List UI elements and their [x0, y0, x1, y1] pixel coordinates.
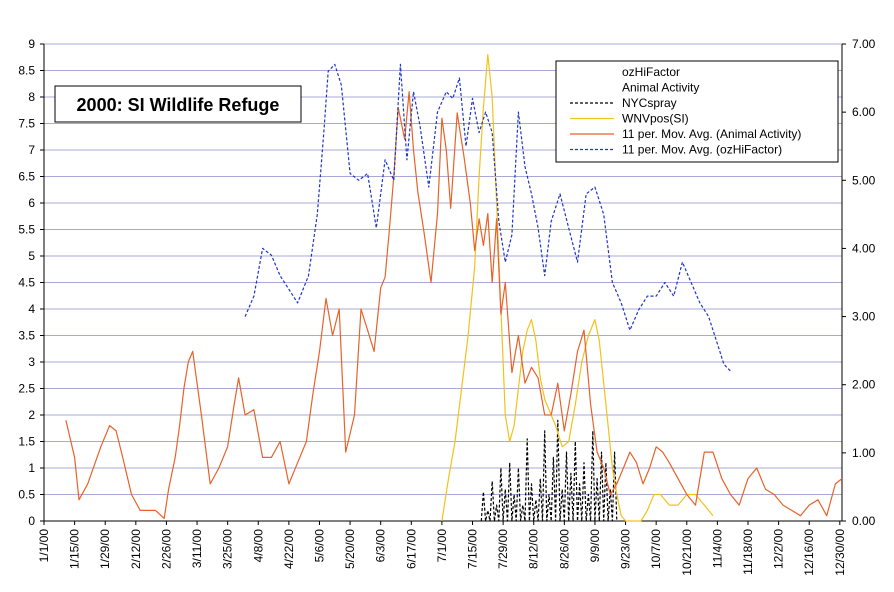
x-tick-label: 1/29/00 — [98, 529, 112, 569]
x-tick-label: 4/22/00 — [282, 529, 296, 569]
chart-title-box: 2000: SI Wildlife Refuge — [54, 85, 302, 123]
y2-tick-label: 5.00 — [852, 173, 876, 187]
y2-tick-label: 4.00 — [852, 241, 876, 255]
x-tick-label: 8/26/00 — [557, 529, 571, 569]
x-tick-label: 11/18/00 — [741, 529, 755, 575]
title-frame — [54, 85, 302, 123]
series-line-1 — [441, 53, 714, 522]
y-tick-label: 0 — [28, 514, 35, 528]
x-tick-label: 7/15/00 — [466, 529, 480, 569]
left-axis-ticks: 0 0.5 1 1.5 2 2.5 3 3.5 4 4.5 5 5.5 6 6.5 7 7.5 8 8.5 9 — [18, 37, 44, 528]
x-axis-ticks: 1/1/00 1/15/00 1/29/00 2/12/00 2/26/00 3/11/0… — [37, 521, 847, 576]
y-tick-label: 3.5 — [18, 329, 35, 343]
y2-tick-label: 1.00 — [852, 446, 876, 460]
y-tick-label: 1.5 — [18, 435, 35, 449]
legend-entry: 11 per. Mov. Avg. (Animal Activity) — [622, 127, 801, 141]
y-tick-label: 3 — [28, 355, 35, 369]
chart-title: 2000: SI Wildlife Refuge — [77, 95, 280, 115]
y-tick-label: 2.5 — [18, 382, 35, 396]
x-tick-label: 2/12/00 — [129, 529, 143, 569]
y-tick-label: 9 — [28, 37, 35, 51]
y-tick-label: 1 — [28, 461, 35, 475]
series-line-2 — [65, 91, 843, 520]
legend-entry: ozHiFactor — [622, 65, 680, 79]
x-tick-label: 10/7/00 — [649, 529, 663, 569]
x-tick-label: 10/21/00 — [680, 529, 694, 576]
x-tick-label: 5/6/00 — [312, 529, 326, 563]
y-tick-label: 8.5 — [18, 64, 35, 78]
legend-entry: Animal Activity — [622, 81, 699, 95]
y-tick-label: 7.5 — [18, 117, 35, 131]
right-axis-ticks: 0.00 1.00 2.00 3.00 4.00 5.00 6.00 7.00 — [842, 37, 876, 528]
y-tick-label: 0.5 — [18, 488, 35, 502]
legend-entry: 11 per. Mov. Avg. (ozHiFactor) — [622, 143, 782, 157]
x-tick-label: 6/17/00 — [404, 529, 418, 569]
x-tick-label: 2/26/00 — [159, 529, 173, 569]
x-tick-label: 3/11/00 — [190, 529, 204, 568]
y-tick-label: 4 — [28, 302, 35, 316]
x-tick-label: 7/29/00 — [496, 529, 510, 569]
x-tick-label: 4/8/00 — [251, 529, 265, 563]
x-tick-label: 1/1/00 — [37, 529, 51, 563]
x-tick-label: 7/1/00 — [435, 529, 449, 563]
y-tick-label: 4.5 — [18, 276, 35, 290]
x-tick-label: 6/3/00 — [374, 529, 388, 563]
y-tick-label: 6.5 — [18, 170, 35, 184]
y-tick-label: 5.5 — [18, 223, 35, 237]
x-tick-label: 11/4/00 — [710, 529, 724, 568]
y2-tick-label: 6.00 — [852, 105, 876, 119]
series-line-3 — [244, 63, 731, 372]
x-tick-label: 1/15/00 — [68, 529, 82, 569]
y2-tick-label: 2.00 — [852, 378, 876, 392]
y-tick-label: 8 — [28, 90, 35, 104]
x-tick-label: 5/20/00 — [343, 529, 357, 569]
legend-entry: NYCspray — [622, 96, 677, 110]
x-tick-label: 8/12/00 — [527, 529, 541, 569]
legend-frame — [555, 60, 839, 163]
x-tick-label: 9/23/00 — [619, 529, 633, 569]
series-line-0 — [480, 419, 618, 522]
x-tick-label: 12/2/00 — [772, 529, 786, 569]
y2-tick-label: 3.00 — [852, 310, 876, 324]
y2-tick-label: 0.00 — [852, 514, 876, 528]
y-tick-label: 2 — [28, 408, 35, 422]
y-tick-label: 6 — [28, 196, 35, 210]
legend-entry: WNVpos(SI) — [622, 112, 689, 126]
x-tick-label: 12/16/00 — [802, 529, 816, 576]
series-lines — [65, 53, 843, 522]
x-tick-label: 12/30/00 — [833, 529, 847, 576]
y-tick-label: 5 — [28, 249, 35, 263]
y2-tick-label: 7.00 — [852, 37, 876, 51]
x-tick-label: 3/25/00 — [221, 529, 235, 569]
x-tick-label: 9/9/00 — [588, 529, 602, 563]
y-tick-label: 7 — [28, 143, 35, 157]
